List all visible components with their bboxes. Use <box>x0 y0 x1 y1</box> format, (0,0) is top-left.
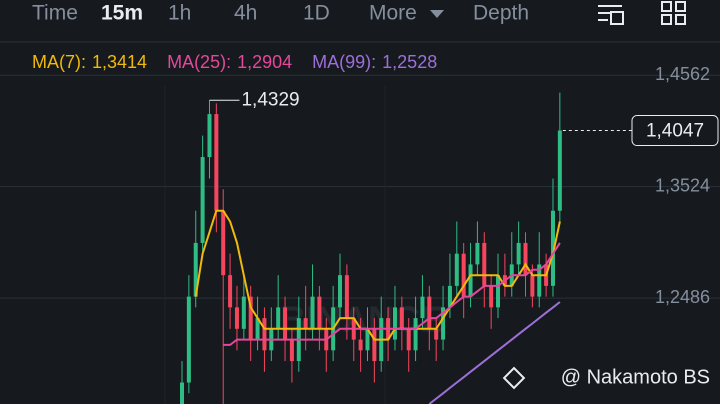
candle-body <box>207 114 212 158</box>
candle-body <box>365 328 370 351</box>
candle-body <box>447 285 452 308</box>
y-tick-label: 1,4562 <box>655 64 710 84</box>
ma-line <box>194 209 561 341</box>
candle-body <box>248 296 253 340</box>
candle-body <box>310 296 315 329</box>
candle-body <box>372 328 377 362</box>
candle-body <box>523 242 528 276</box>
candle-body <box>441 307 446 340</box>
candle-body <box>454 253 459 286</box>
candle-body <box>475 242 480 265</box>
settings-icon[interactable] <box>598 5 624 25</box>
more-caret <box>430 10 444 18</box>
candle-body <box>482 242 487 286</box>
candle-body <box>413 318 418 351</box>
candle-body <box>530 275 535 297</box>
chart: 1,4562 1,3524 1,2486 MA(7): 1,3414 MA(25): 1,2… <box>0 52 720 404</box>
candle-body <box>406 328 411 351</box>
ma-name: MA(25): <box>167 52 231 72</box>
candle-body <box>358 339 363 351</box>
candle-body <box>434 328 439 340</box>
candle-body <box>557 130 562 211</box>
candle-body <box>180 382 184 404</box>
candle-body <box>461 253 466 297</box>
last-price-box <box>631 115 719 147</box>
tab[interactable]: 15m <box>101 2 143 25</box>
candle-body <box>550 210 555 286</box>
ma-line <box>428 301 561 404</box>
layout-icon[interactable] <box>661 1 686 25</box>
candle-body <box>283 307 288 340</box>
credit: @ Nakamoto BS <box>561 366 710 388</box>
y-tick-label: 1,2486 <box>655 287 710 307</box>
candle-body <box>496 275 501 308</box>
tab[interactable]: More <box>369 2 417 25</box>
ma-value: 1,2528 <box>382 52 437 72</box>
candle-body <box>241 296 246 329</box>
tab[interactable]: 4h <box>234 2 257 25</box>
candle-body <box>420 296 425 319</box>
candle-body <box>186 296 191 383</box>
tab[interactable]: 1D <box>303 2 330 25</box>
credit-logo <box>502 366 526 390</box>
candle-body <box>262 318 267 351</box>
tab[interactable]: 1h <box>168 2 191 25</box>
candle-body <box>228 275 233 308</box>
candle-body <box>427 296 432 329</box>
candle-body <box>303 318 308 329</box>
candle-body <box>214 114 219 211</box>
candle-body <box>317 296 322 329</box>
candle-body <box>200 157 205 243</box>
candle-body <box>289 339 294 362</box>
last-price-label: 1,4047 <box>646 121 704 142</box>
ma-line <box>223 242 561 346</box>
candle-body <box>468 264 473 297</box>
ma-value: 1,2904 <box>237 52 292 72</box>
candle-body <box>392 307 397 340</box>
y-tick-label: 1,3524 <box>655 175 710 195</box>
candle-body <box>221 210 226 276</box>
candle-body <box>193 242 198 297</box>
tab[interactable]: Depth <box>473 2 529 25</box>
ma-value: 1,3414 <box>92 52 147 72</box>
candle-body <box>537 264 542 297</box>
max-label: 1,4329 <box>241 89 299 110</box>
ma-name: MA(7): <box>32 52 86 72</box>
tab[interactable]: Time <box>32 2 78 25</box>
candle-body <box>399 307 404 329</box>
candle-body <box>276 307 281 329</box>
candle-body <box>344 275 349 319</box>
candle-body <box>489 285 494 308</box>
candle-body <box>234 307 239 329</box>
candle-body <box>516 242 521 265</box>
candle-body <box>338 275 343 308</box>
candle-body <box>255 318 260 340</box>
ma-name: MA(99): <box>312 52 376 72</box>
